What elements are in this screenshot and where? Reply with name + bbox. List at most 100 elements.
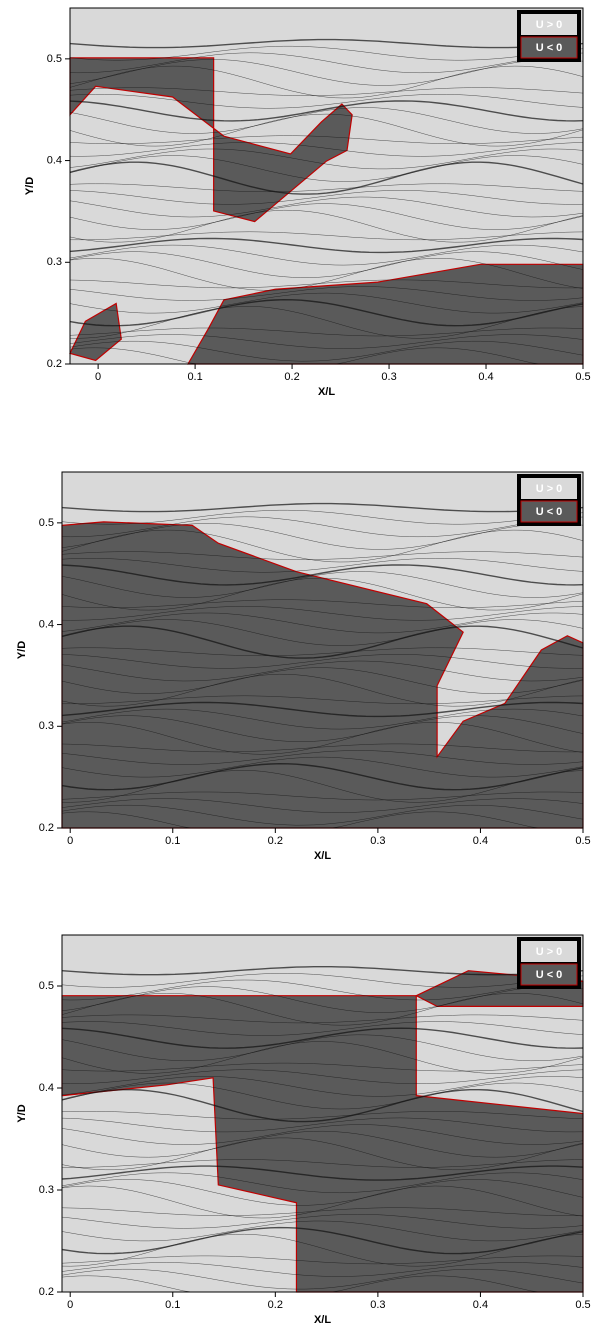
streamline [61,1130,584,1158]
plot-frame [61,471,584,829]
streamline [61,1207,584,1216]
negative-region [69,57,353,223]
streamline [69,94,584,109]
x-axis-label: X/L [314,850,331,862]
y-tick-label: 0.2 [47,358,62,370]
streamline [61,625,584,659]
x-tick-label: 0 [67,1299,73,1311]
streamline [61,804,584,826]
x-axis-label: X/L [314,1314,331,1326]
x-tick-label: 0.3 [370,1299,385,1311]
streamline [61,722,584,755]
streamline [61,750,584,765]
streamline [69,190,584,205]
panel: 0 0.1 0.2 0.3 0.4 0.5 0.2 0.3 0.4 0.5 X/L Y/D U > 0 U… [16,471,591,862]
x-tick-label: 0.5 [575,371,590,383]
streamline [61,1124,584,1145]
x-tick-label: 0.4 [478,371,493,383]
streamline [61,1034,584,1062]
legend-swatch [521,14,577,35]
streamline [61,606,584,621]
streamline [61,612,584,634]
streamline [61,1027,584,1049]
streamline [61,762,584,791]
legend-swatch [520,963,578,986]
panel: 0 0.1 0.2 0.3 0.4 0.5 0.2 0.3 0.4 0.5 X/L Y/D U > 0 U… [24,7,591,398]
legend-swatch [521,478,577,499]
streamline [61,564,584,586]
streamline [61,523,584,550]
streamline [69,327,584,337]
x-tick-label: 0.2 [268,1299,283,1311]
streamline [69,209,584,243]
streamline [61,1179,584,1206]
y-tick-label: 0.3 [39,720,54,732]
x-tick-label: 0.1 [165,1299,180,1311]
streamline [61,1062,584,1072]
legend-label: U > 0 [536,483,563,495]
streamline [69,113,584,147]
streamline [61,966,584,976]
streamline [61,673,584,707]
x-tick-label: 0.1 [187,371,202,383]
streamline [61,516,584,538]
streamline [61,509,584,525]
legend-label: U < 0 [536,969,563,981]
streamline [69,237,584,254]
streamline [69,148,584,170]
streamline [69,286,584,301]
streamline [61,551,584,560]
x-tick-label: 0.1 [165,835,180,847]
streamline [69,306,584,339]
streamline [69,59,584,86]
streamline [69,45,584,61]
streamline [61,743,584,753]
streamline [61,667,584,694]
streamline [69,155,584,182]
streamline [61,1226,584,1255]
streamline [69,279,584,289]
legend-swatch [520,36,578,59]
x-tick-label: 0.4 [473,835,488,847]
streamline [61,979,584,1001]
y-tick-label: 0.2 [39,1286,54,1298]
x-tick-label: 0.2 [284,371,299,383]
y-tick-label: 0.4 [39,1082,54,1094]
streamline [61,1137,584,1171]
streamline [61,619,584,646]
x-tick-label: 0.3 [381,371,396,383]
x-tick-label: 0 [67,835,73,847]
y-tick-label: 0.4 [47,154,62,166]
streamline [61,1089,584,1123]
streamline [69,161,584,195]
streamline [69,135,584,144]
streamline [69,38,584,49]
streamline [69,142,584,157]
streamline [61,1172,584,1194]
negative-region [61,995,584,1293]
streamline [61,1165,584,1181]
streamline [69,52,584,74]
panel: 0 0.1 0.2 0.3 0.4 0.5 0.2 0.3 0.4 0.5 X/L Y/D U > 0 U… [16,934,591,1326]
streamline [61,1159,584,1168]
streamline [69,107,584,134]
x-tick-label: 0.4 [473,1299,488,1311]
x-tick-label: 0 [95,371,101,383]
streamline [61,1233,584,1267]
streamline [61,1111,584,1120]
streamline [61,770,584,803]
x-tick-label: 0.3 [370,835,385,847]
streamline [61,1117,584,1133]
y-axis-label: Y/D [24,177,36,195]
streamline [61,1041,584,1074]
streamline [61,599,584,608]
y-tick-label: 0.4 [39,618,54,630]
streamline [61,715,584,742]
streamline [69,203,584,230]
streamline [61,654,584,669]
x-tick-label: 0.5 [575,1299,590,1311]
plot-frame [61,934,584,1293]
y-axis-label: Y/D [16,1104,28,1122]
y-tick-label: 0.2 [39,822,54,834]
